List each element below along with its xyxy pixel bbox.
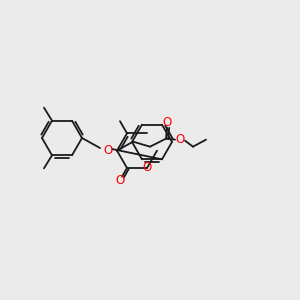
- Text: O: O: [162, 116, 172, 129]
- Text: O: O: [103, 143, 112, 157]
- Text: O: O: [176, 133, 184, 146]
- Text: O: O: [116, 174, 124, 187]
- Text: O: O: [142, 161, 152, 175]
